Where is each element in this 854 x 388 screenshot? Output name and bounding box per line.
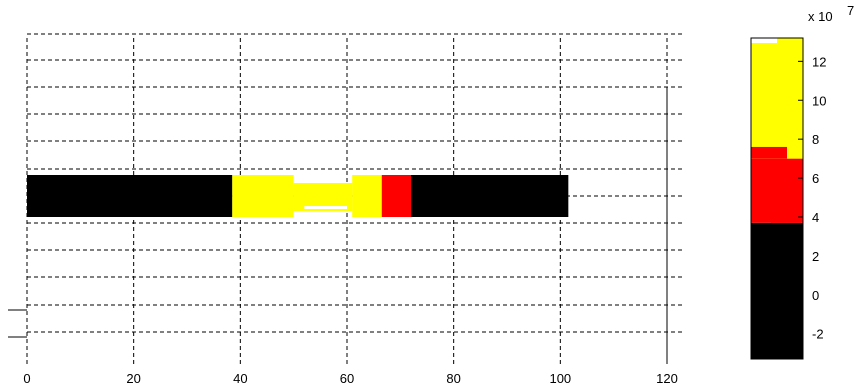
bar-segment xyxy=(381,175,411,217)
colorbar-top-gap xyxy=(751,38,777,43)
colorbar-tick-label: 12 xyxy=(812,54,826,69)
x-axis: 0 20 40 60 80 100 120 xyxy=(23,360,678,386)
bar-segment xyxy=(27,175,233,217)
x-tick-label: 100 xyxy=(549,371,571,386)
bar-taper-right xyxy=(352,175,382,217)
x-tick-label: 80 xyxy=(446,371,460,386)
colorbar-band xyxy=(751,158,803,223)
colorbar-tick-label: 2 xyxy=(812,249,819,264)
colorbar-tick-label: 8 xyxy=(812,132,819,147)
colorbar-transition xyxy=(751,146,787,159)
colorbar-multiplier: x 10 xyxy=(808,9,833,24)
bar-segment xyxy=(411,175,569,217)
x-tick-label: 20 xyxy=(126,371,140,386)
colorbar: -2 0 2 4 6 8 10 12 x 10 7 xyxy=(750,3,854,360)
x-tick-label: 120 xyxy=(656,371,678,386)
data-bar xyxy=(27,175,569,217)
colorbar-transition xyxy=(771,216,801,223)
bar-highlight xyxy=(304,206,347,209)
colorbar-tick-label: 4 xyxy=(812,210,819,225)
colorbar-frame xyxy=(750,37,804,360)
colorbar-band xyxy=(751,38,803,159)
x-tick-label: 40 xyxy=(233,371,247,386)
colorbar-tick-label: 0 xyxy=(812,288,819,303)
x-tick-label: 60 xyxy=(340,371,354,386)
x-tick-label: 0 xyxy=(23,371,30,386)
colorbar-tick-label: 6 xyxy=(812,171,819,186)
colorbar-band xyxy=(751,222,803,359)
colorbar-tick-label: -2 xyxy=(812,327,824,342)
bar-taper-left xyxy=(232,175,294,217)
colorbar-multiplier-exponent: 7 xyxy=(847,3,854,18)
colorbar-tick-label: 10 xyxy=(812,93,826,108)
